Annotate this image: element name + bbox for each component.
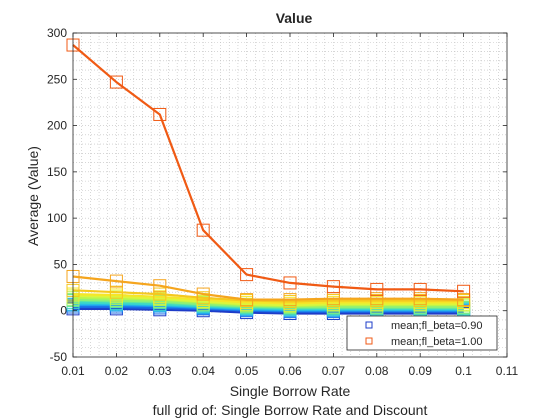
series-12	[66, 38, 471, 298]
data-point-marker	[153, 279, 167, 293]
data-point-marker	[196, 223, 210, 237]
legend: mean;fl_beta=0.90 mean;fl_beta=1.00	[346, 315, 498, 351]
data-point-marker	[457, 293, 471, 307]
y-tick-label: 0	[60, 304, 67, 318]
y-tick-label: -50	[50, 350, 68, 364]
x-tick-label: 0.06	[278, 364, 302, 378]
data-point-marker	[109, 285, 123, 299]
x-tick-label: 0.08	[365, 364, 389, 378]
legend-marker	[365, 337, 373, 345]
series-layer	[66, 38, 471, 320]
x-tick-label: 0.01	[61, 364, 85, 378]
data-point-marker	[240, 268, 254, 282]
y-tick-label: 100	[47, 211, 67, 225]
data-point-marker	[370, 292, 384, 306]
series-line	[72, 293, 464, 305]
y-axis-ticks: -50 0 50 100 150 200 250 300	[47, 26, 507, 364]
data-point-marker	[283, 293, 297, 307]
x-tick-label: 0.02	[105, 364, 129, 378]
data-point-marker	[109, 75, 123, 89]
y-tick-label: 200	[47, 119, 67, 133]
x-axis-ticks: 0.01 0.02 0.03 0.04 0.05 0.06 0.07 0.08 0.09 0.1 0…	[61, 33, 519, 378]
data-point-marker	[413, 282, 427, 296]
x-tick-label: 0.07	[322, 364, 346, 378]
data-point-marker	[153, 287, 167, 301]
series-line	[73, 307, 464, 315]
series-line	[72, 44, 464, 293]
data-point-marker	[326, 280, 340, 294]
x-tick-label: 0.05	[235, 364, 259, 378]
y-axis-label: Average (Value)	[25, 146, 41, 246]
series-line	[72, 289, 464, 303]
data-point-marker	[240, 293, 254, 307]
series-line	[72, 294, 464, 307]
x-tick-label: 0.11	[496, 364, 519, 378]
legend-label: mean;fl_beta=0.90	[391, 320, 482, 332]
x-tick-label: 0.1	[455, 364, 472, 378]
chart-title: Value	[276, 10, 313, 26]
y-tick-label: 150	[47, 165, 67, 179]
data-point-marker	[109, 274, 123, 288]
x-tick-label: 0.03	[148, 364, 172, 378]
series-line	[72, 275, 464, 301]
x-tick-label: 0.04	[192, 364, 216, 378]
data-point-marker	[283, 276, 297, 290]
data-point-marker	[196, 287, 210, 301]
data-point-marker	[413, 292, 427, 306]
chart-subtitle: full grid of: Single Borrow Rate and Dis…	[153, 402, 428, 418]
y-tick-label: 250	[47, 72, 67, 86]
data-point-marker	[457, 284, 471, 298]
series-11	[66, 269, 471, 307]
data-point-marker	[370, 282, 384, 296]
x-tick-label: 0.09	[409, 364, 433, 378]
legend-marker	[365, 321, 373, 329]
y-tick-label: 300	[47, 26, 67, 40]
y-tick-label: 50	[54, 257, 68, 271]
legend-label: mean;fl_beta=1.00	[391, 336, 482, 348]
x-axis-label: Single Borrow Rate	[230, 383, 351, 399]
data-point-marker	[153, 107, 167, 121]
